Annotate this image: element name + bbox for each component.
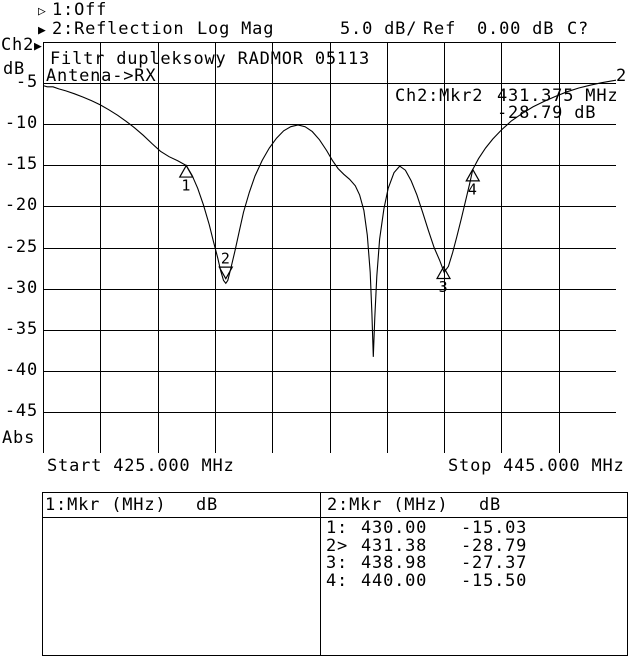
channel1-status: 1:Off [52,0,108,20]
y-tick-label: -25 [4,236,38,257]
y-tick-label: -10 [4,113,38,134]
marker-row-frequency: 431.38 [361,535,428,556]
marker-1-number-label: 1 [181,177,191,195]
marker-row-level: -27.37 [461,553,528,573]
channel-active-pointer-icon: ▶ [34,39,42,54]
marker-row-level: -15.50 [461,570,528,591]
marker-table2-db-header: dB [479,495,502,515]
channel-label: Ch2 [1,35,35,55]
marker-3-number-label: 3 [439,278,449,296]
trace-number-label: 2 [616,66,628,86]
plot-title-line1: Filtr dupleksowy RADMOR 05113 [50,49,371,69]
marker-table-divider [320,493,321,655]
plot-svg: 1 2 3 4 [43,42,616,453]
y-tick-label: -30 [4,277,38,298]
marker-1-triangle-icon [178,164,194,178]
marker-row-label: 3: [326,553,349,573]
marker-2-triangle-icon [218,266,234,280]
ref-value: 0.00 dB [477,19,555,39]
marker-row-label: 2> [326,535,349,556]
plot-title-line2: Antena->RX [46,66,157,86]
channel2-pointer-icon: ▶ [38,23,46,38]
cal-status: C? [567,19,590,39]
y-axis-mode: Abs [2,428,36,448]
marker-readout-level: -28.79 dB [497,103,597,123]
scale-per-div: 5.0 dB/ [340,19,418,39]
y-tick-label: -5 [15,72,38,93]
marker-row-frequency: 430.00 [361,518,428,538]
marker-table: 1:Mkr (MHz) dB 2:Mkr (MHz) dB 1: 430.00 -1… [42,492,628,656]
sweep-start-frequency: Start 425.000 MHz [47,456,235,476]
marker-table2-title: 2:Mkr (MHz) [327,495,449,515]
y-tick-label: -20 [4,195,38,216]
marker-row-frequency: 438.98 [361,553,428,573]
channel1-pointer-icon: ▷ [38,4,46,19]
marker-4-triangle-icon [465,168,481,182]
y-axis-unit: dB [3,59,26,79]
trace-ch2 [43,79,616,357]
marker-row-frequency: 440.00 [361,570,428,591]
marker-2-number-label: 2 [221,250,231,268]
ref-label: Ref [423,19,457,39]
channel2-measurement: 2:Reflection [52,19,185,39]
marker-table1-db-header: dB [196,495,219,515]
sweep-stop-frequency: Stop 445.000 MHz [448,456,625,476]
marker-row-label: 4: [326,570,349,591]
marker-table1-title: 1:Mkr (MHz) [45,495,167,515]
marker-row-level: -28.79 [461,535,528,556]
display-format: Log Mag [197,19,275,39]
marker-readout-frequency: 431.375 MHz [497,86,619,106]
marker-4-number-label: 4 [468,180,478,198]
marker-row-label: 1: [326,518,349,538]
y-tick-label: -45 [4,400,38,421]
marker-row-level: -15.03 [461,518,528,538]
y-tick-label: -35 [4,318,38,339]
y-tick-label: -40 [4,359,38,380]
marker-readout-channel: Ch2:Mkr2 [395,86,484,106]
marker-3-triangle-icon [435,265,452,280]
marker-table-header-rule [43,517,627,518]
y-tick-label: -15 [4,154,38,175]
